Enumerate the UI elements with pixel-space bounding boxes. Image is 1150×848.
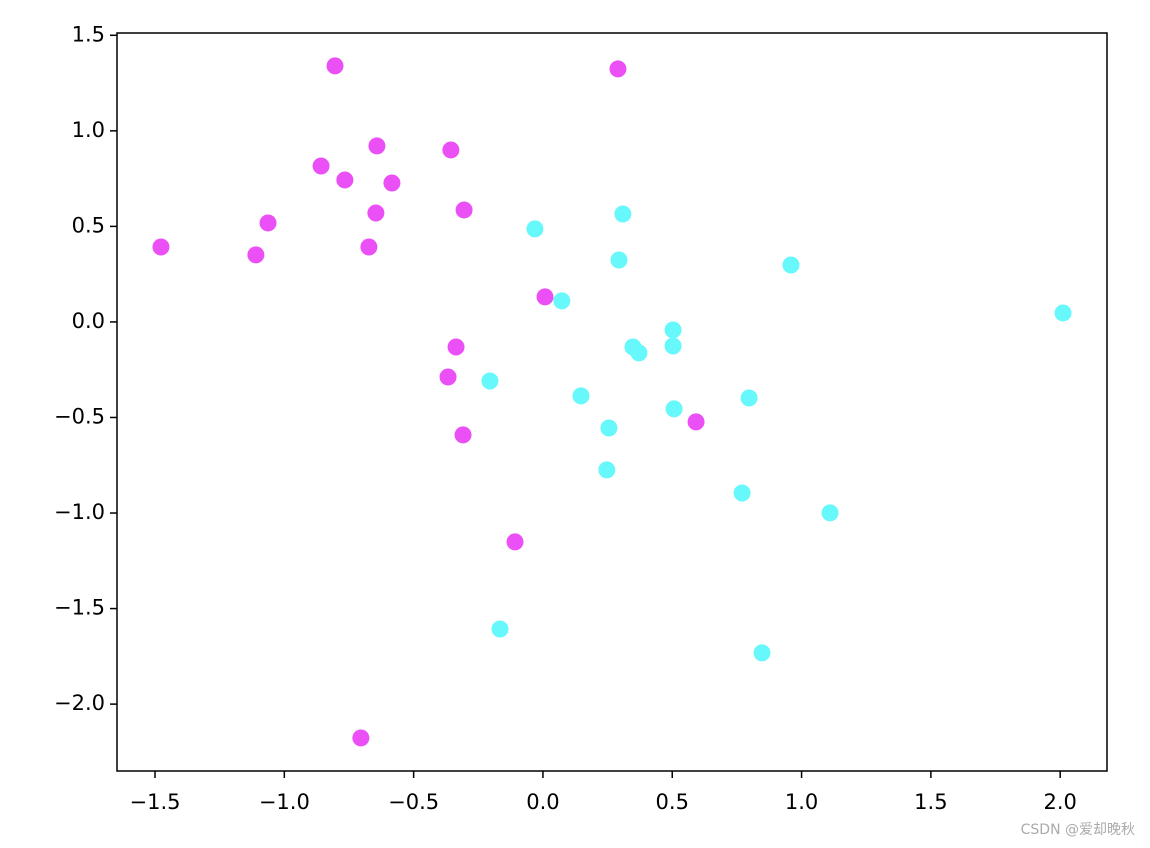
point — [454, 426, 472, 444]
point — [259, 214, 277, 232]
point — [326, 57, 344, 75]
x-tick-label: 0.5 — [656, 790, 689, 814]
point — [614, 205, 632, 223]
point — [598, 461, 616, 479]
x-tick-label: −1.0 — [259, 790, 310, 814]
point — [610, 251, 628, 269]
point — [439, 368, 457, 386]
point — [536, 288, 554, 306]
point — [455, 201, 473, 219]
point — [1054, 304, 1072, 322]
x-tick-label: 2.0 — [1043, 790, 1076, 814]
y-tick-label: 0.0 — [72, 309, 105, 333]
x-tick-label: 0.0 — [526, 790, 559, 814]
x-tick-label: −1.5 — [130, 790, 181, 814]
point — [312, 157, 330, 175]
x-tick-label: −0.5 — [388, 790, 439, 814]
y-tick-label: −1.0 — [54, 500, 105, 524]
y-tick-label: 1.5 — [72, 22, 105, 46]
plot-frame — [116, 32, 1108, 772]
point — [600, 419, 618, 437]
x-tick-label: 1.0 — [785, 790, 818, 814]
y-tick-label: −2.0 — [54, 691, 105, 715]
y-tick-label: 1.0 — [72, 118, 105, 142]
point — [481, 372, 499, 390]
point — [630, 344, 648, 362]
point — [442, 141, 460, 159]
y-tick-label: 0.5 — [72, 213, 105, 237]
point — [152, 238, 170, 256]
point — [753, 644, 771, 662]
point — [609, 60, 627, 78]
watermark: CSDN @爱却晚秋 — [1021, 822, 1135, 838]
point — [247, 246, 265, 264]
point — [336, 171, 354, 189]
y-tick-label: −1.5 — [54, 596, 105, 620]
point — [491, 620, 509, 638]
point — [367, 204, 385, 222]
point — [360, 238, 378, 256]
point — [687, 413, 705, 431]
point — [782, 256, 800, 274]
point — [526, 220, 544, 238]
point — [572, 387, 590, 405]
point — [352, 729, 370, 747]
x-tick-label: 1.5 — [914, 790, 947, 814]
point — [447, 338, 465, 356]
point — [383, 174, 401, 192]
point — [553, 292, 571, 310]
point — [664, 337, 682, 355]
point — [665, 400, 683, 418]
point — [740, 389, 758, 407]
point — [368, 137, 386, 155]
point — [733, 484, 751, 502]
point — [506, 533, 524, 551]
y-tick-label: −0.5 — [54, 404, 105, 428]
point — [664, 321, 682, 339]
point — [821, 504, 839, 522]
